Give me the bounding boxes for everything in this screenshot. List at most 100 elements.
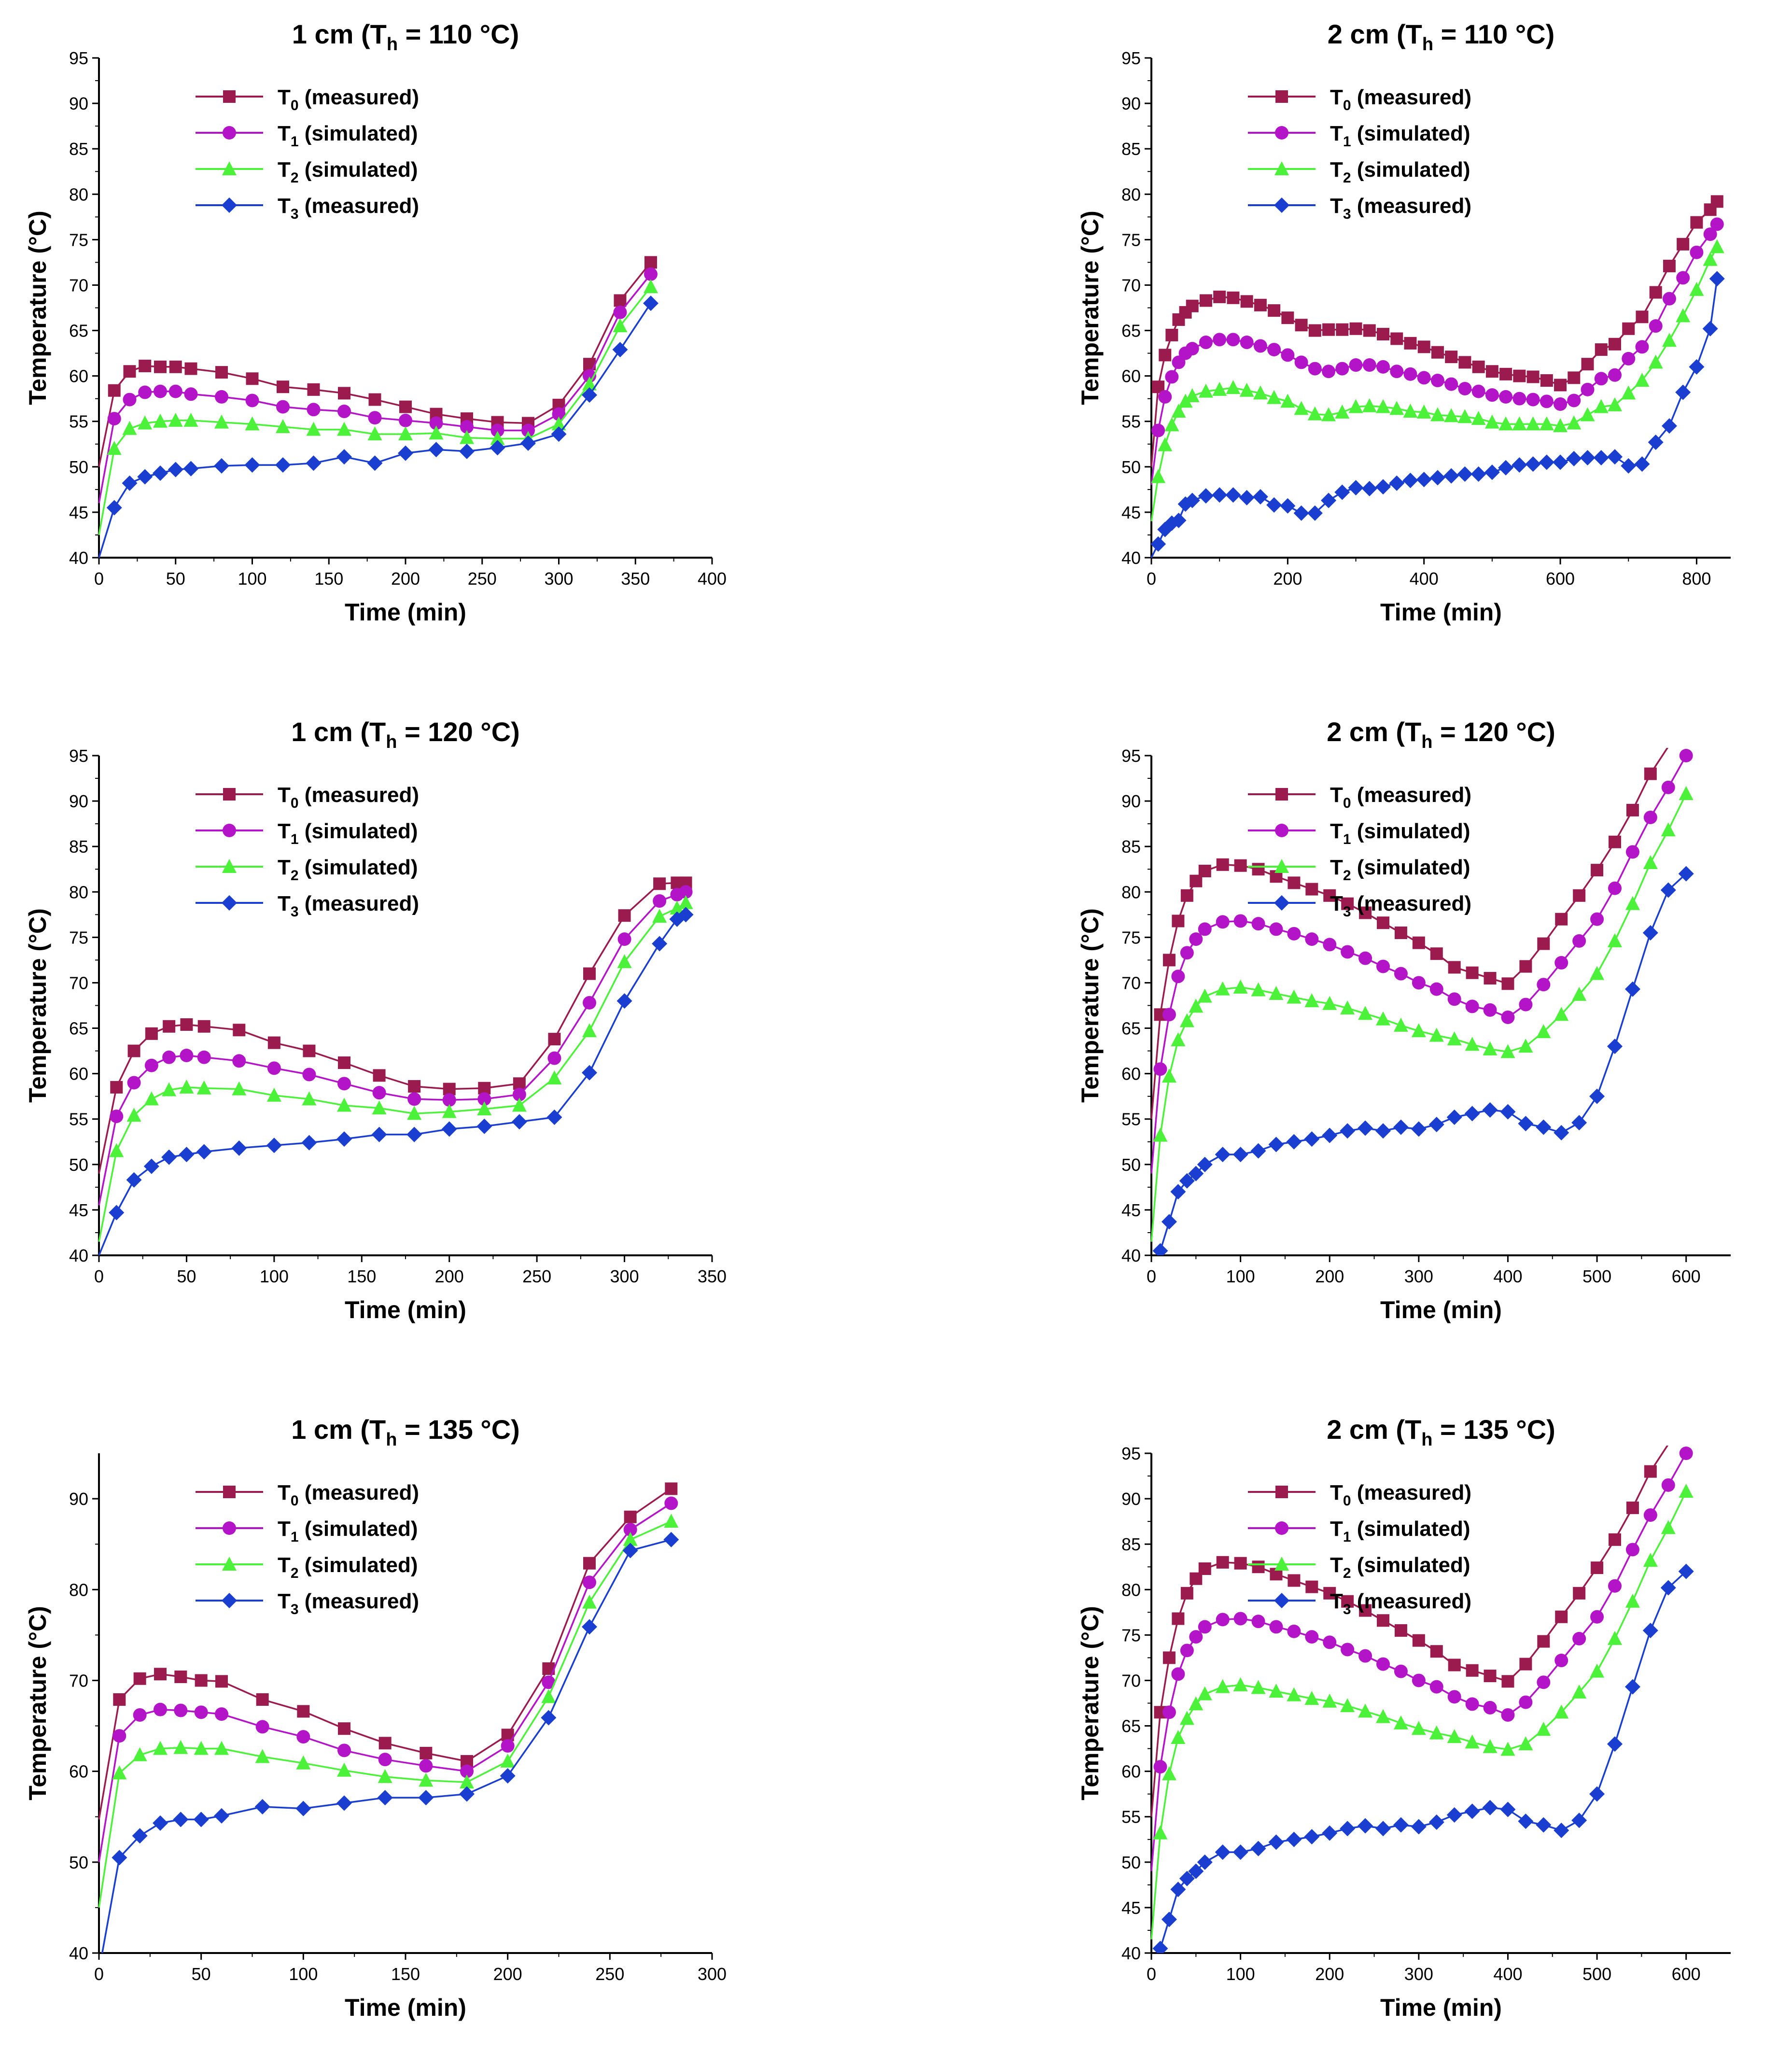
data-point [194, 1705, 208, 1719]
x-tick-label: 400 [1493, 1964, 1522, 1984]
data-point [1429, 470, 1445, 486]
data-point [1590, 1610, 1604, 1624]
series-line [98, 882, 686, 1174]
data-point [1554, 379, 1567, 392]
chart-panel-2: 2 cm (Th = 110 °C) 40 45 50 55 60 65 70 75 80 85 90… [1077, 19, 1731, 626]
data-point [1185, 342, 1199, 356]
data-point [1636, 310, 1649, 323]
data-point [1573, 889, 1586, 902]
data-point [1321, 407, 1336, 422]
legend-marker [1274, 859, 1289, 873]
data-point [267, 1036, 280, 1049]
data-point [1171, 512, 1187, 528]
series-t2 [98, 279, 658, 535]
data-point [337, 1097, 351, 1112]
legend-item: T1 (simulated) [196, 122, 418, 150]
legend-item: T3 (measured) [196, 892, 419, 920]
data-point [1642, 1622, 1658, 1638]
x-tick-label: 200 [1315, 1266, 1344, 1286]
data-point [551, 426, 567, 442]
data-point [1349, 358, 1363, 372]
data-point [1280, 394, 1295, 408]
data-point [1554, 956, 1568, 970]
data-point [336, 1131, 352, 1147]
data-point [1649, 319, 1663, 333]
data-point [1232, 1844, 1248, 1860]
data-point [173, 1812, 189, 1827]
chart-title: 2 cm (Th = 120 °C) [1327, 717, 1555, 752]
data-point [1644, 1465, 1657, 1478]
data-point [1341, 1643, 1355, 1657]
y-tick-label: 40 [1121, 1943, 1141, 1963]
data-point [1389, 475, 1405, 491]
data-point [1377, 916, 1389, 929]
x-tick-label: 500 [1582, 1964, 1611, 1984]
data-point [1171, 970, 1185, 984]
data-point [1690, 216, 1703, 229]
data-point [266, 1087, 281, 1102]
data-point [1537, 978, 1551, 992]
data-point [1362, 358, 1376, 372]
data-point [297, 1705, 310, 1718]
data-point [1430, 407, 1445, 422]
data-point [154, 1668, 167, 1681]
data-point [302, 1091, 317, 1106]
data-point [1662, 333, 1677, 347]
data-point [275, 457, 291, 473]
data-point [1593, 450, 1609, 465]
data-point [1266, 497, 1282, 513]
data-point [442, 1104, 457, 1118]
y-tick-label: 75 [69, 928, 88, 947]
legend-label: T0 (measured) [278, 85, 419, 113]
x-tick-label: 200 [435, 1266, 464, 1286]
data-point [1281, 348, 1295, 362]
plot-area [1150, 195, 1725, 558]
data-point [1444, 377, 1458, 391]
data-point [122, 475, 138, 491]
data-point [624, 1510, 637, 1523]
legend-marker [222, 197, 237, 213]
data-point [1536, 1024, 1551, 1039]
y-tick-label: 90 [1121, 791, 1141, 811]
data-point [663, 1532, 679, 1547]
legend-marker [222, 161, 237, 175]
data-point [1349, 322, 1362, 335]
data-point [1500, 1044, 1515, 1058]
data-point [1336, 323, 1349, 336]
data-point [618, 909, 631, 922]
data-point [1447, 1031, 1462, 1046]
data-point [1308, 324, 1321, 337]
x-tick-label: 400 [1493, 1266, 1522, 1286]
data-point [1447, 1729, 1462, 1743]
y-tick-label: 40 [69, 548, 88, 568]
y-tick-label: 70 [69, 1671, 88, 1690]
legend: T0 (measured) T1 (simulated) T2 (simulated… [196, 85, 419, 222]
data-point [154, 384, 167, 398]
data-point [214, 414, 229, 429]
series-line [98, 286, 652, 535]
series-t3 [101, 1532, 679, 1953]
data-point [1286, 1831, 1302, 1847]
data-point [337, 405, 351, 419]
series-t2 [98, 1514, 679, 1908]
x-tick-label: 0 [1147, 569, 1156, 589]
data-point [1358, 951, 1372, 965]
data-point [1607, 1736, 1623, 1752]
data-point [1269, 1684, 1284, 1698]
data-point [377, 1790, 393, 1806]
plot-area [1150, 1446, 1694, 1953]
data-point [1225, 487, 1241, 503]
y-tick-label: 60 [69, 366, 88, 386]
data-point [1233, 979, 1248, 994]
data-point [168, 384, 182, 398]
data-point [1609, 835, 1621, 848]
data-point [1484, 464, 1500, 480]
data-point [1412, 936, 1425, 949]
data-point [1411, 1819, 1427, 1835]
data-point [138, 385, 152, 399]
data-point [1186, 299, 1199, 312]
data-point [1322, 365, 1336, 379]
data-point [1375, 1821, 1391, 1837]
data-point [1625, 1543, 1639, 1557]
